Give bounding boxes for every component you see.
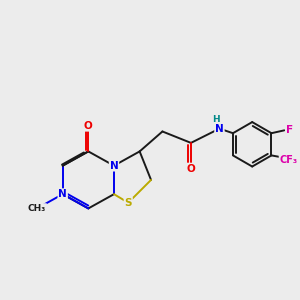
Text: H: H — [212, 115, 220, 124]
Text: CH₃: CH₃ — [28, 204, 46, 213]
Text: N: N — [110, 161, 118, 171]
Text: CF₃: CF₃ — [280, 155, 298, 165]
Text: O: O — [84, 121, 93, 131]
Text: O: O — [187, 164, 195, 173]
Text: N: N — [58, 189, 67, 199]
Text: N: N — [215, 124, 224, 134]
Text: F: F — [286, 125, 293, 135]
Text: S: S — [124, 198, 132, 208]
